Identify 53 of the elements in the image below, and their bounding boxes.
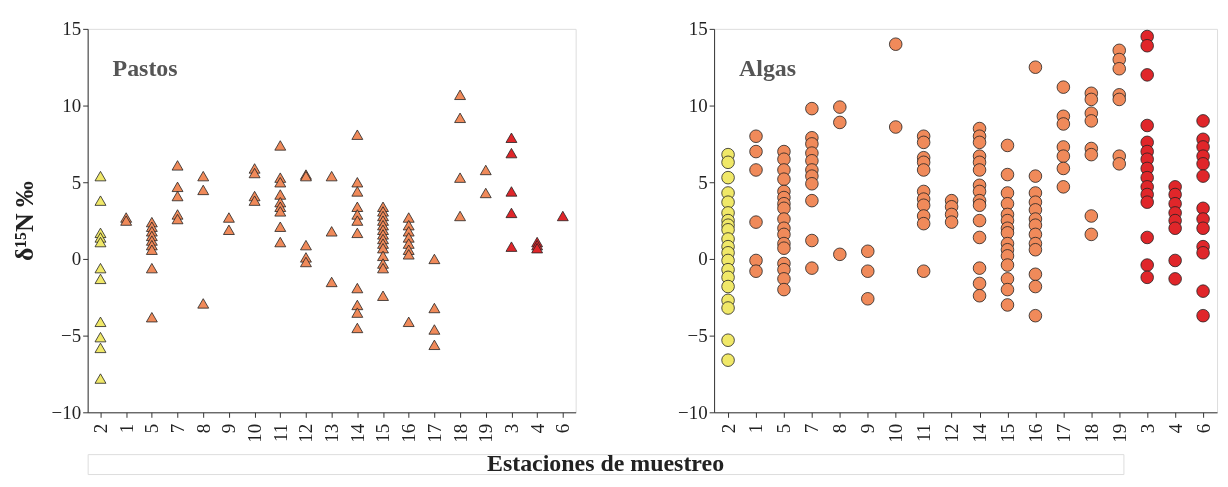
x-tick-label: 16 [398,423,420,443]
x-tick-label: 6 [1192,423,1214,434]
x-tick-label: 13 [321,423,343,443]
y-tick-label: 10 [688,95,708,117]
y-tick-label: 0 [698,248,708,270]
x-tick-label: 11 [913,423,935,442]
x-tick-label: 17 [1052,423,1074,443]
y-tick-label: 10 [62,95,82,117]
x-tick-label: 15 [372,423,394,443]
y-tick-label: 0 [71,248,82,270]
x-tick-label: 8 [192,423,214,434]
x-tick-label: 3 [500,423,522,434]
x-tick-label: 7 [167,423,189,434]
y-tick-label: −5 [61,325,82,347]
x-tick-label: 9 [857,423,879,434]
x-tick-label: 18 [449,423,471,443]
x-tick-label: 12 [941,423,963,443]
x-tick-label: 5 [773,423,795,434]
x-tick-label: 5 [141,423,163,434]
y-tick-label: 15 [62,18,82,40]
x-tick-label: 19 [475,423,497,443]
x-tick-label: 16 [1024,423,1046,443]
y-tick-label: 15 [688,18,708,40]
x-tick-label: 14 [346,423,368,443]
y-tick-label: −10 [51,401,82,423]
y-axis-title: δ¹⁵N ‰ [9,180,39,262]
x-tick-label: 17 [423,423,445,443]
x-tick-label: 4 [1164,423,1186,434]
x-tick-label: 19 [1108,423,1130,443]
x-tick-label: 2 [89,423,111,434]
x-tick-label: 10 [244,423,266,443]
x-tick-label: 18 [1080,423,1102,443]
annotation: Algas [738,54,797,81]
x-tick-label: 15 [996,423,1018,443]
y-tick-label: 5 [698,171,708,193]
annotation: Pastos [112,54,178,81]
y-tick-label: 5 [71,171,82,193]
x-tick-label: 10 [885,423,907,443]
x-axis-title: Estaciones de muestreo [486,450,725,477]
x-tick-label: 9 [218,423,240,434]
x-tick-label: 3 [1136,423,1158,434]
x-tick-label: 11 [269,423,291,442]
x-tick-label: 7 [801,423,823,434]
x-tick-label: 6 [552,423,574,434]
y-tick-label: −5 [687,325,708,347]
x-tick-label: 8 [829,423,851,434]
x-tick-label: 14 [969,423,991,443]
x-tick-label: 2 [717,423,739,434]
x-tick-label: 1 [115,423,137,434]
y-tick-label: −10 [678,401,708,423]
x-tick-label: 1 [745,423,767,434]
x-tick-label: 4 [526,423,548,434]
x-tick-label: 12 [295,423,317,443]
